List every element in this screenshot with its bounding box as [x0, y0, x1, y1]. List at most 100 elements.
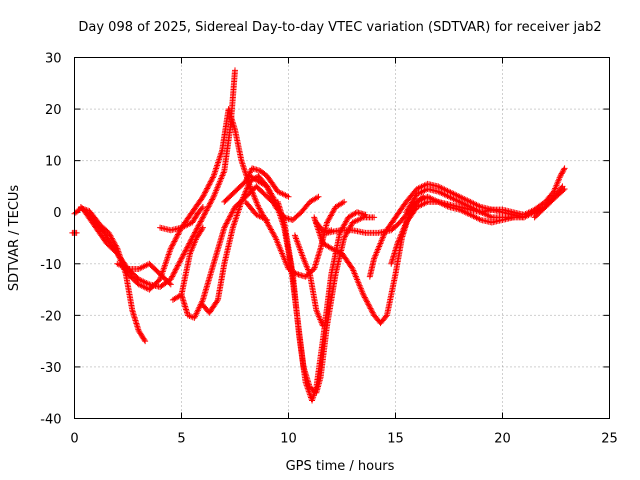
data-point [264, 216, 271, 223]
data-point [363, 298, 370, 305]
data-point [213, 165, 220, 172]
data-point [229, 208, 236, 215]
data-point [170, 270, 177, 277]
y-tick-label: 10 [45, 155, 62, 170]
data-point [206, 201, 213, 208]
series-arc11 [274, 198, 369, 404]
data-point [228, 210, 235, 217]
data-point [225, 216, 232, 223]
data-point [200, 212, 207, 219]
data-point [242, 190, 249, 197]
data-point [241, 166, 248, 173]
data-point [168, 274, 175, 281]
data-point [185, 241, 192, 248]
data-point [199, 204, 206, 211]
data-point [171, 269, 178, 276]
grid [74, 57, 610, 419]
data-point [558, 184, 565, 191]
data-point [197, 218, 204, 225]
data-point [114, 250, 121, 257]
data-point [362, 211, 369, 218]
data-point [234, 209, 241, 216]
data-point [398, 229, 405, 236]
data-point [204, 184, 211, 191]
data-point [368, 308, 375, 315]
data-point [233, 212, 240, 219]
data-point [209, 174, 216, 181]
data-point [243, 187, 250, 194]
data-point [206, 181, 213, 188]
data-point [166, 280, 173, 287]
data-point [251, 193, 258, 200]
series-arc6 [169, 224, 206, 303]
data-point [397, 232, 404, 239]
data-point [169, 273, 176, 280]
data-point [207, 178, 214, 185]
data-point [167, 245, 174, 252]
data-point [242, 188, 249, 195]
data-point [186, 240, 193, 247]
data-point [208, 177, 215, 184]
data-point [212, 167, 219, 174]
series-arc4 [114, 260, 174, 288]
data-point [201, 190, 208, 197]
data-point [245, 181, 252, 188]
data-point [217, 153, 224, 160]
data-point [239, 160, 246, 167]
y-tick-label: -20 [40, 309, 61, 324]
data-point [203, 207, 210, 214]
data-point [197, 219, 204, 226]
data-point [224, 217, 231, 224]
data-point [209, 196, 216, 203]
x-axis-label: GPS time / hours [286, 459, 395, 474]
data-point [240, 193, 247, 200]
data-point [232, 217, 239, 224]
data-point [240, 194, 247, 201]
data-point [194, 225, 201, 232]
data-point [224, 219, 231, 226]
data-point [222, 221, 229, 228]
data-point [245, 172, 252, 179]
data-point [254, 201, 261, 208]
data-point [315, 193, 322, 200]
data-point [199, 225, 206, 232]
data-point [362, 295, 369, 302]
data-point [222, 223, 229, 230]
data-point [399, 228, 406, 235]
data-point [183, 246, 190, 253]
data-point [193, 226, 200, 233]
x-tick-label: 10 [280, 432, 297, 447]
data-point [238, 159, 245, 166]
data-point [205, 182, 212, 189]
series-arc20 [69, 229, 80, 236]
data-point [314, 194, 321, 201]
data-point [172, 237, 179, 244]
data-point [363, 297, 370, 304]
data-point [368, 306, 375, 313]
data-point [214, 298, 221, 305]
data-points [69, 67, 568, 404]
data-point [230, 221, 237, 228]
data-point [169, 241, 176, 248]
data-point [242, 178, 249, 185]
data-point [231, 220, 238, 227]
data-point [207, 179, 214, 186]
data-point [271, 233, 278, 240]
y-tick-label: -30 [40, 361, 61, 376]
data-point [369, 309, 376, 316]
axis-ticks: 0 5 10 15 20 25 -40 -30 -20 -10 0 10 20 30 [40, 52, 618, 447]
data-point [200, 192, 207, 199]
data-point [204, 206, 211, 213]
data-point [400, 226, 407, 233]
data-point [241, 168, 248, 175]
data-point [243, 176, 250, 183]
data-point [115, 253, 122, 260]
data-point [366, 304, 373, 311]
data-point [168, 243, 175, 250]
data-point [195, 222, 202, 229]
data-point [117, 257, 124, 264]
series-arc12 [291, 232, 326, 329]
data-point [557, 171, 564, 178]
data-point [207, 200, 214, 207]
data-point [176, 228, 183, 235]
